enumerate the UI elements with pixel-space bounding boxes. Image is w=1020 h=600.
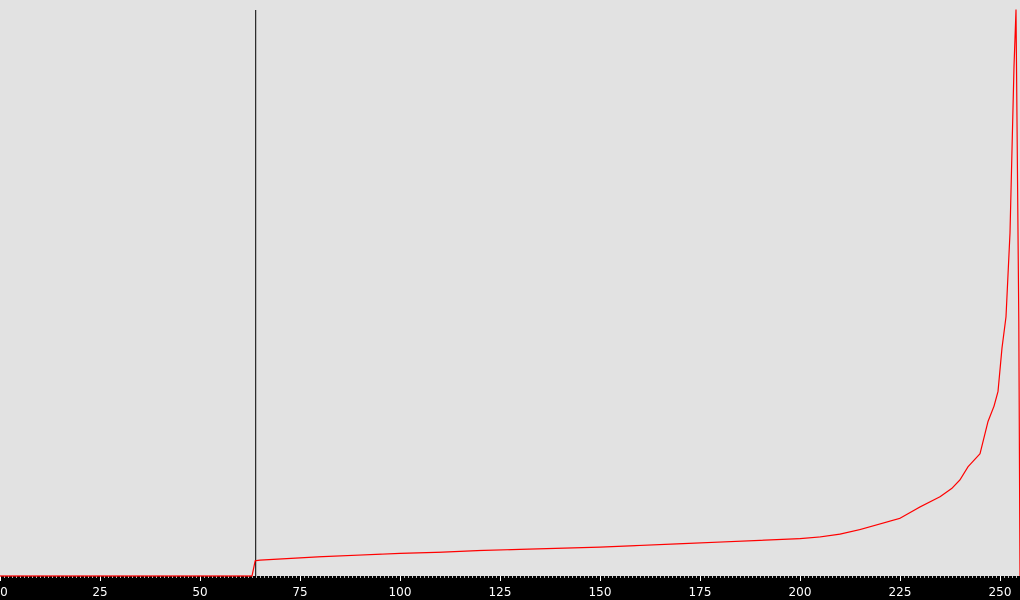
x-tick-label: 25 [92, 585, 107, 599]
x-axis-major-ticks [0, 576, 1001, 581]
x-tick-label: 50 [192, 585, 207, 599]
x-tick-label: 175 [689, 585, 712, 599]
x-tick-label: 200 [789, 585, 812, 599]
x-tick-label: 250 [989, 585, 1012, 599]
x-tick-label: 125 [489, 585, 512, 599]
x-tick-label: 75 [292, 585, 307, 599]
series-line [0, 9, 1020, 577]
series-layer [0, 9, 1020, 577]
x-tick-label: 225 [889, 585, 912, 599]
x-tick-label: 100 [389, 585, 412, 599]
x-tick-label: 0 [0, 585, 8, 599]
x-axis-tick-labels: 0 25 50 75 100 125 150 175 200 225 250 [0, 585, 1011, 599]
x-axis-band [0, 576, 1020, 600]
x-tick-label: 150 [589, 585, 612, 599]
